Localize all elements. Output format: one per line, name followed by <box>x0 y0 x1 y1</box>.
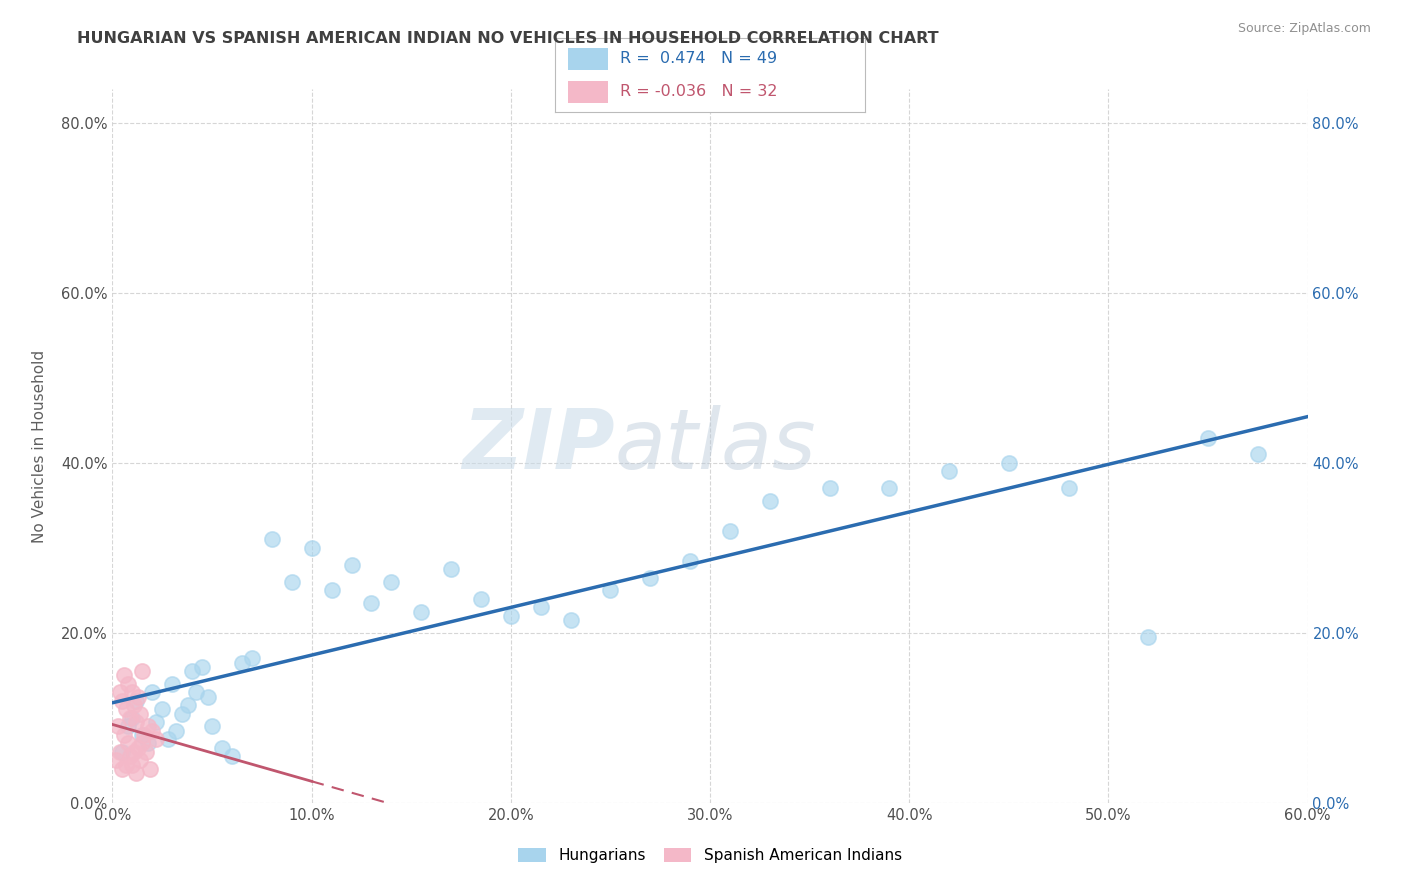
Point <box>499 608 522 623</box>
Bar <box>568 48 607 70</box>
Point <box>110 685 132 699</box>
Point <box>718 524 741 538</box>
Point <box>121 757 143 772</box>
Point <box>470 591 492 606</box>
Point <box>231 656 253 670</box>
Point <box>221 749 243 764</box>
Point <box>131 736 153 750</box>
Point <box>129 753 152 767</box>
Point <box>411 605 433 619</box>
Point <box>679 554 702 568</box>
Point <box>125 766 148 780</box>
Point <box>125 694 148 708</box>
Point <box>240 651 263 665</box>
Point <box>111 745 134 759</box>
Point <box>120 711 142 725</box>
Point <box>191 660 214 674</box>
Point <box>321 583 343 598</box>
Point <box>141 723 163 738</box>
Y-axis label: No Vehicles in Household: No Vehicles in Household <box>32 350 48 542</box>
Point <box>138 736 160 750</box>
Point <box>301 541 323 555</box>
Point <box>260 533 283 547</box>
Point <box>938 465 960 479</box>
Point <box>117 736 139 750</box>
Point <box>139 762 162 776</box>
Point <box>131 728 153 742</box>
Text: Source: ZipAtlas.com: Source: ZipAtlas.com <box>1237 22 1371 36</box>
Point <box>157 732 180 747</box>
Point <box>201 719 224 733</box>
Text: HUNGARIAN VS SPANISH AMERICAN INDIAN NO VEHICLES IN HOUSEHOLD CORRELATION CHART: HUNGARIAN VS SPANISH AMERICAN INDIAN NO … <box>77 31 939 46</box>
Point <box>440 562 463 576</box>
Point <box>115 702 138 716</box>
Point <box>1197 430 1219 444</box>
Point <box>599 583 621 598</box>
Legend: Hungarians, Spanish American Indians: Hungarians, Spanish American Indians <box>519 848 901 863</box>
Point <box>115 757 138 772</box>
Point <box>114 728 135 742</box>
Point <box>197 690 219 704</box>
Point <box>127 690 149 704</box>
Point <box>135 745 157 759</box>
Point <box>177 698 200 712</box>
Point <box>111 694 134 708</box>
Point <box>360 596 382 610</box>
Point <box>107 719 129 733</box>
Point <box>120 749 142 764</box>
Text: R =  0.474   N = 49: R = 0.474 N = 49 <box>620 52 778 66</box>
Point <box>145 715 167 730</box>
Point <box>111 762 134 776</box>
Point <box>105 753 128 767</box>
Point <box>114 668 135 682</box>
Point <box>380 574 402 589</box>
Point <box>121 685 143 699</box>
Point <box>131 664 153 678</box>
Point <box>124 745 146 759</box>
Point <box>138 719 160 733</box>
Point <box>181 664 204 678</box>
Point <box>125 715 148 730</box>
Point <box>129 706 152 721</box>
Point <box>211 740 233 755</box>
Point <box>759 494 782 508</box>
Text: ZIP: ZIP <box>461 406 614 486</box>
Point <box>110 745 132 759</box>
Point <box>879 482 901 496</box>
Point <box>1137 630 1160 644</box>
Point <box>998 456 1021 470</box>
Point <box>127 740 149 755</box>
Point <box>117 677 139 691</box>
Point <box>818 482 841 496</box>
Bar <box>568 81 607 103</box>
Point <box>117 719 139 733</box>
Point <box>1057 482 1080 496</box>
Point <box>340 558 363 572</box>
Point <box>150 702 173 716</box>
Point <box>145 732 167 747</box>
Text: atlas: atlas <box>614 406 815 486</box>
Point <box>165 723 187 738</box>
Point <box>186 685 208 699</box>
Point <box>172 706 194 721</box>
Point <box>121 711 143 725</box>
Text: R = -0.036   N = 32: R = -0.036 N = 32 <box>620 84 778 99</box>
Point <box>141 685 163 699</box>
Point <box>162 677 183 691</box>
Point <box>281 574 304 589</box>
Point <box>560 613 582 627</box>
Point <box>640 571 662 585</box>
Point <box>1247 448 1270 462</box>
Point <box>530 600 553 615</box>
Point <box>124 698 146 712</box>
Point <box>134 728 156 742</box>
